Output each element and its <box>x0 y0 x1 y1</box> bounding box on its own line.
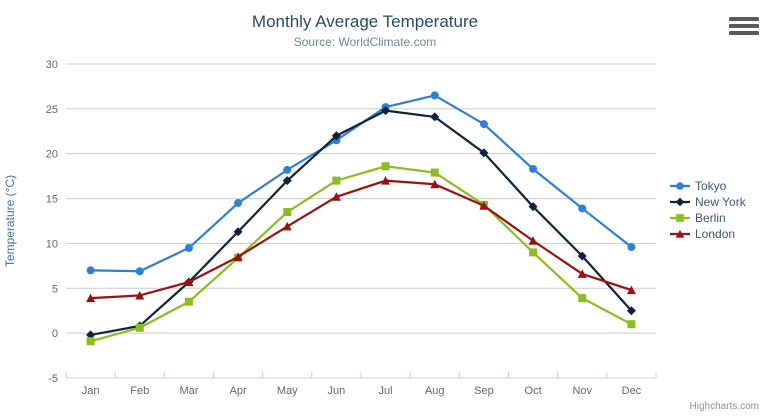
y-axis-label: 30 <box>46 59 58 71</box>
y-axis-label: 0 <box>52 328 58 340</box>
series-line[interactable] <box>90 94 633 273</box>
data-point-marker[interactable] <box>135 290 145 300</box>
x-axis-label: Jan <box>82 385 100 397</box>
x-axis-label: Aug <box>425 385 445 397</box>
data-point-marker[interactable] <box>135 323 144 332</box>
x-axis-label: Jul <box>379 385 393 397</box>
data-point-marker[interactable] <box>234 199 243 208</box>
legend-label: New York <box>695 195 746 209</box>
x-axis-label: Feb <box>130 385 149 397</box>
data-point-marker[interactable] <box>233 227 243 237</box>
x-axis-label: Mar <box>179 385 198 397</box>
data-point-marker[interactable] <box>233 252 243 261</box>
legend-marker-icon <box>670 182 690 190</box>
data-point-marker[interactable] <box>332 176 341 185</box>
data-point-marker[interactable] <box>528 202 538 212</box>
data-point-marker[interactable] <box>627 320 636 329</box>
data-point-marker[interactable] <box>430 168 439 177</box>
legend-label: London <box>695 227 736 241</box>
legend-item-tokyo[interactable]: Tokyo <box>670 178 768 194</box>
x-axis-label: Jun <box>328 385 346 397</box>
data-point-marker[interactable] <box>135 267 144 276</box>
data-point-marker[interactable] <box>676 214 684 222</box>
legend-label: Berlin <box>695 211 726 225</box>
data-point-marker[interactable] <box>479 201 489 210</box>
data-point-marker[interactable] <box>283 208 292 217</box>
y-axis-label: 25 <box>46 104 58 116</box>
x-axis-label: Oct <box>525 385 542 397</box>
x-axis-label: May <box>277 385 298 397</box>
data-point-marker[interactable] <box>184 277 194 287</box>
data-point-marker[interactable] <box>529 248 538 257</box>
x-axis-label: Nov <box>572 385 592 397</box>
data-point-marker[interactable] <box>626 285 636 295</box>
data-point-marker[interactable] <box>529 164 538 173</box>
data-point-marker[interactable] <box>430 112 440 122</box>
data-point-marker[interactable] <box>331 131 341 141</box>
data-point-marker[interactable] <box>578 204 587 213</box>
menu-bar <box>729 17 759 21</box>
data-point-marker[interactable] <box>282 176 292 186</box>
y-axis-label: 20 <box>46 149 58 161</box>
data-point-marker[interactable] <box>283 165 292 174</box>
data-point-marker[interactable] <box>675 229 685 238</box>
data-point-marker[interactable] <box>86 337 95 346</box>
data-point-marker[interactable] <box>331 192 341 201</box>
data-point-marker[interactable] <box>626 306 636 316</box>
data-point-marker[interactable] <box>676 182 684 190</box>
highcharts-credit[interactable]: Highcharts.com <box>689 401 759 412</box>
data-point-marker[interactable] <box>282 221 292 231</box>
series-london <box>86 176 636 303</box>
y-axis-title: Temperature (°C) <box>3 175 17 267</box>
series-line[interactable] <box>90 179 632 300</box>
chart-subtitle: Source: WorldClimate.com <box>293 35 437 49</box>
y-axis-label: 5 <box>52 283 58 295</box>
x-axis-label: Sep <box>474 385 494 397</box>
data-point-marker[interactable] <box>675 197 685 207</box>
legend-marker-icon <box>670 229 690 238</box>
legend-item-new-york[interactable]: New York <box>670 194 768 210</box>
legend-label: Tokyo <box>695 179 727 193</box>
data-point-marker[interactable] <box>86 293 96 303</box>
data-point-marker[interactable] <box>479 120 488 129</box>
data-point-marker[interactable] <box>430 91 439 100</box>
legend: Tokyo New York Berlin London <box>670 178 768 242</box>
legend-marker-icon <box>670 214 690 222</box>
legend-item-berlin[interactable]: Berlin <box>670 210 768 226</box>
series-line[interactable] <box>90 109 633 337</box>
data-point-marker[interactable] <box>381 176 391 185</box>
data-point-marker[interactable] <box>479 148 489 158</box>
data-point-marker[interactable] <box>184 297 193 306</box>
legend-marker-icon <box>670 197 690 207</box>
data-point-marker[interactable] <box>184 243 193 252</box>
menu-bar <box>729 24 759 28</box>
data-point-marker[interactable] <box>577 269 587 278</box>
data-point-marker[interactable] <box>430 179 440 189</box>
hamburger-menu-icon[interactable] <box>728 15 760 37</box>
y-axis-label: -5 <box>48 373 58 385</box>
x-axis-label: Dec <box>622 385 642 397</box>
chart-title: Monthly Average Temperature <box>251 12 479 31</box>
data-point-marker[interactable] <box>86 330 96 340</box>
y-axis-label: 15 <box>46 194 58 206</box>
data-point-marker[interactable] <box>578 294 587 303</box>
data-point-marker[interactable] <box>86 266 95 275</box>
series-tokyo <box>86 91 636 276</box>
x-axis-label: Apr <box>230 385 247 397</box>
data-point-marker[interactable] <box>577 251 587 261</box>
data-point-marker[interactable] <box>381 162 390 171</box>
data-point-marker[interactable] <box>627 243 636 252</box>
legend-item-london[interactable]: London <box>670 226 768 242</box>
series-new-york <box>86 106 636 340</box>
data-point-marker[interactable] <box>381 106 391 116</box>
data-point-marker[interactable] <box>528 236 538 245</box>
menu-bar <box>729 31 759 35</box>
y-axis-label: 10 <box>46 238 58 250</box>
series-line[interactable] <box>90 165 632 343</box>
